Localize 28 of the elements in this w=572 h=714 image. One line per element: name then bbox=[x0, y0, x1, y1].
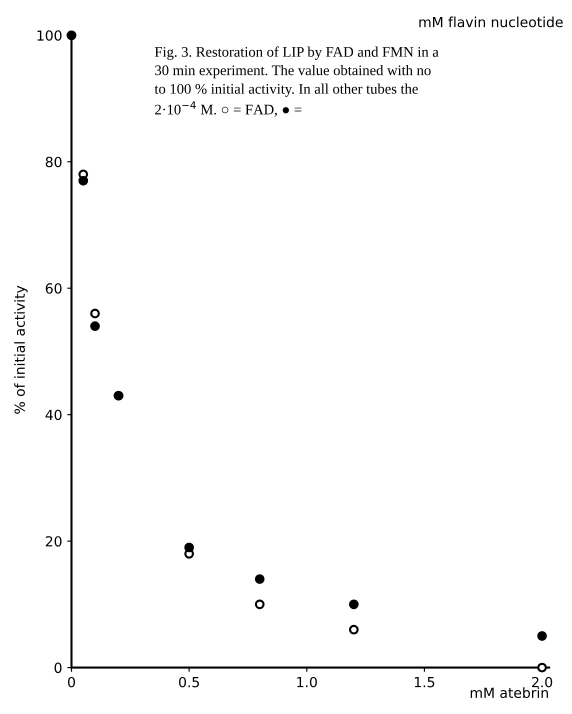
annotation: 30 min experiment. The value obtained with no bbox=[155, 64, 431, 78]
x-tick-label: 2.0 bbox=[532, 676, 552, 688]
x-tick-label: 1.5 bbox=[414, 677, 434, 688]
y-tick-label: 20 bbox=[46, 536, 62, 547]
point bbox=[90, 308, 100, 318]
point bbox=[78, 176, 88, 186]
point bbox=[348, 600, 359, 610]
x-tick-label: 0.5 bbox=[179, 676, 199, 688]
y-tick-label: 40 bbox=[45, 410, 62, 420]
x-tick-label: 0 bbox=[68, 676, 75, 688]
y-tick-label: 80 bbox=[46, 156, 62, 168]
annotation: to 100 % initial activity. In all other tubes the bbox=[154, 84, 418, 97]
point bbox=[348, 624, 359, 634]
point bbox=[254, 574, 265, 584]
x-tick-label: 1.0 bbox=[297, 676, 317, 688]
annotation: Fig. 3. Restoration of LIP by FAD and FMN in a bbox=[154, 46, 439, 60]
y-tick-label: 0 bbox=[54, 662, 62, 674]
point bbox=[254, 600, 265, 610]
point bbox=[90, 321, 100, 331]
annotation: 2·10$^{−4}$ M. ○ = FAD, ● = bbox=[155, 101, 302, 117]
point bbox=[537, 662, 547, 672]
y-tick-label: 60 bbox=[46, 283, 62, 294]
y-tick-label: 100 bbox=[37, 30, 62, 41]
x-axis-title: mM atebrin bbox=[470, 687, 548, 698]
point bbox=[184, 542, 194, 552]
y-axis-title: % of initial activity bbox=[14, 286, 28, 414]
text: mM flavin nucleotide bbox=[419, 16, 563, 28]
point bbox=[537, 631, 547, 641]
